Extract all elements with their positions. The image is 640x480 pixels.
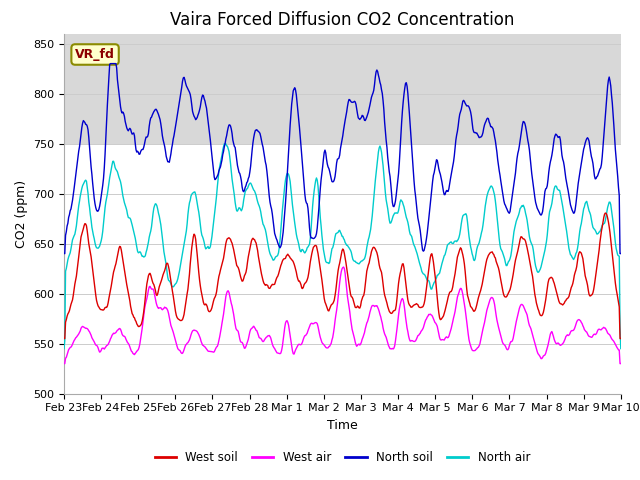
Title: Vaira Forced Diffusion CO2 Concentration: Vaira Forced Diffusion CO2 Concentration <box>170 11 515 29</box>
Bar <box>64 34 621 144</box>
Legend: West soil, West air, North soil, North air: West soil, West air, North soil, North a… <box>150 446 535 469</box>
Text: VR_fd: VR_fd <box>75 48 115 61</box>
X-axis label: Time: Time <box>327 419 358 432</box>
Y-axis label: CO2 (ppm): CO2 (ppm) <box>15 180 28 248</box>
